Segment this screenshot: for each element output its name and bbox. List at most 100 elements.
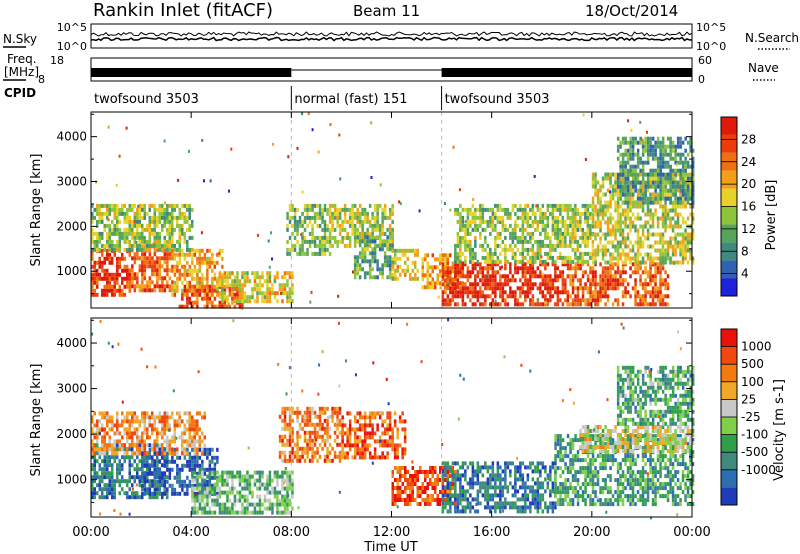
heatmap-cell [466,207,470,212]
heatmap-cell [166,284,169,289]
heatmap-cell [629,140,632,145]
heatmap-cell [509,231,512,236]
heatmap-cell [546,207,550,212]
heatmap-cell [206,467,209,472]
heatmap-cell [128,495,131,500]
heatmap-cell [146,227,149,232]
heatmap-cell [549,255,552,260]
heatmap-cell [128,227,131,232]
heatmap-cell [509,223,512,228]
heatmap-cell [138,256,142,261]
heatmap-cell [464,231,467,236]
heatmap-cell [391,235,394,240]
heatmap-cell [343,215,347,220]
heatmap-cell [511,290,515,295]
heatmap-cell [148,215,151,220]
heatmap-cell [209,179,212,183]
heatmap-cell [128,207,131,212]
heatmap-cell [363,207,367,212]
heatmap-cell [464,243,467,248]
heatmap-cell [166,447,169,452]
heatmap-cell [544,282,547,287]
heatmap-cell [681,220,685,225]
heatmap-cell [641,144,645,149]
heatmap-cell [248,478,252,483]
heatmap-cell [539,211,542,216]
heatmap-cell [283,275,287,280]
heatmap-cell [108,223,111,228]
heatmap-cell [183,288,187,293]
heatmap-cell [521,231,525,236]
heatmap-cell [181,467,184,472]
heatmap-cell [286,211,289,216]
heatmap-cell [318,215,322,220]
heatmap-cell [486,259,490,264]
heatmap-cell [156,219,159,224]
heatmap-cell [519,251,522,256]
heatmap-cell [666,188,670,193]
heatmap-cell [664,144,667,149]
heatmap-cell [156,243,159,248]
heatmap-cell [233,474,237,479]
heatmap-cell [601,290,605,295]
heatmap-cell [531,294,535,299]
heatmap-cell [606,200,610,205]
heatmap-cell [158,288,162,293]
heatmap-cell [574,286,577,291]
heatmap-cell [236,498,239,503]
heatmap-cell [156,443,159,448]
heatmap-cell [671,184,675,189]
heatmap-cell [108,227,111,232]
heatmap-cell [629,144,632,149]
heatmap-cell [331,219,334,224]
heatmap-cell [581,286,585,291]
heatmap-cell [388,275,392,280]
heatmap-cell [151,231,154,236]
heatmap-cell [664,282,667,287]
heatmap-cell [113,215,116,220]
heatmap-cell [296,227,299,232]
heatmap-cell [181,463,184,468]
heatmap-cell [166,280,169,285]
heatmap-cell [486,286,490,291]
heatmap-cell [586,239,590,244]
heatmap-cell [634,302,637,307]
heatmap-cell [391,260,394,265]
heatmap-cell [98,203,101,208]
heatmap-cell [331,243,334,248]
heatmap-cell [491,278,495,283]
heatmap-cell [181,231,184,236]
heatmap-cell [113,292,116,297]
heatmap-cell [485,275,488,279]
heatmap-cell [469,274,472,279]
heatmap-cell [91,256,94,261]
heatmap-cell [659,164,662,169]
heatmap-cell [691,232,695,237]
heatmap-cell [198,252,202,257]
heatmap-cell [161,227,164,232]
heatmap-cell [161,243,164,248]
heatmap-cell [536,223,540,228]
heatmap-cell [111,272,114,277]
heatmap-cell [599,240,602,245]
heatmap-cell [664,256,667,261]
heatmap-cell [236,474,239,479]
heatmap-cell [484,274,487,279]
heatmap-cell [566,259,570,264]
heatmap-cell [579,235,582,240]
heatmap-cell [541,274,545,279]
heatmap-cell [353,259,357,264]
heatmap-cell [641,244,645,249]
heatmap-cell [101,268,104,273]
heatmap-cell [684,228,687,233]
heatmap-cell [659,168,662,173]
heatmap-cell [519,203,522,208]
cpid-segment-label: twofsound 3503 [445,92,550,107]
heatmap-cell [621,220,625,225]
heatmap-cell [506,294,510,299]
heatmap-cell [328,235,332,240]
heatmap-cell [559,243,562,248]
heatmap-cell [161,256,164,261]
heatmap-cell [641,140,645,145]
heatmap-cell [646,148,650,153]
